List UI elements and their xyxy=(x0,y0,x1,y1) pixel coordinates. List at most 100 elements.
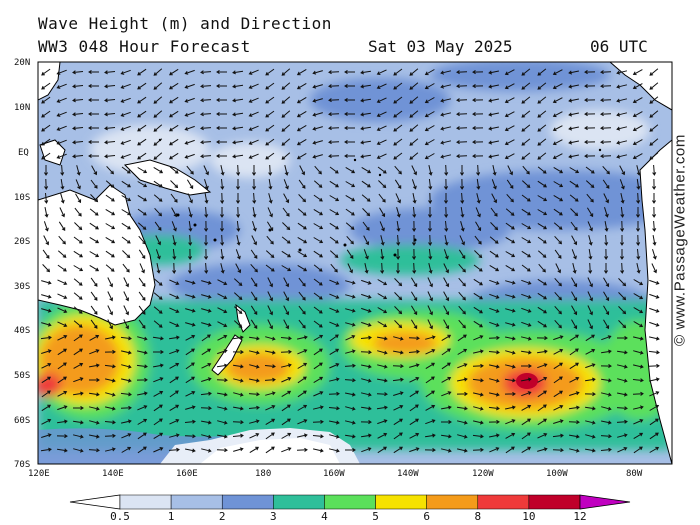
direction-arrow xyxy=(313,306,323,314)
direction-arrow xyxy=(571,319,578,330)
direction-arrow xyxy=(72,98,84,103)
direction-arrow xyxy=(377,321,388,328)
direction-arrow xyxy=(107,291,113,302)
direction-arrow xyxy=(200,154,212,159)
direction-arrow xyxy=(41,138,51,146)
direction-arrow xyxy=(620,220,625,232)
direction-arrow xyxy=(169,96,179,104)
colorbar-segment xyxy=(221,494,274,510)
direction-arrow xyxy=(89,222,99,230)
direction-arrow xyxy=(41,418,52,425)
direction-arrow xyxy=(57,348,67,356)
direction-arrow xyxy=(632,405,644,410)
direction-arrow xyxy=(153,96,163,104)
direction-arrow xyxy=(236,220,241,232)
direction-arrow xyxy=(456,84,468,89)
direction-arrow xyxy=(393,152,403,160)
direction-arrow xyxy=(89,251,100,258)
direction-arrow xyxy=(505,294,516,299)
direction-arrow xyxy=(360,98,371,103)
direction-arrow xyxy=(505,308,516,313)
direction-arrow xyxy=(220,164,225,176)
direction-arrow xyxy=(569,391,580,396)
direction-arrow xyxy=(184,139,195,145)
direction-arrow xyxy=(521,208,531,216)
direction-arrow xyxy=(89,208,99,216)
direction-arrow xyxy=(393,432,403,440)
direction-arrow xyxy=(169,82,179,90)
direction-arrow xyxy=(393,68,403,76)
lat-label: EQ xyxy=(18,148,29,158)
direction-arrow xyxy=(265,418,276,426)
direction-arrow xyxy=(425,404,436,411)
direction-arrow xyxy=(233,378,244,383)
direction-arrow xyxy=(651,193,657,204)
direction-arrow xyxy=(537,250,547,258)
direction-arrow xyxy=(296,138,307,146)
direction-arrow xyxy=(489,433,500,438)
direction-arrow xyxy=(250,305,258,315)
direction-arrow xyxy=(441,419,452,425)
direction-arrow xyxy=(587,319,593,330)
direction-arrow xyxy=(409,68,419,76)
direction-arrow xyxy=(489,279,500,285)
direction-arrow xyxy=(137,96,147,104)
direction-arrow xyxy=(74,222,83,231)
direction-arrow xyxy=(104,406,116,411)
direction-arrow xyxy=(393,124,403,132)
direction-arrow xyxy=(121,446,132,453)
direction-arrow xyxy=(505,350,516,355)
direction-arrow xyxy=(217,321,228,328)
direction-arrow xyxy=(600,447,612,452)
direction-arrow xyxy=(444,164,449,176)
colorbar-label: 6 xyxy=(423,510,430,523)
direction-arrow xyxy=(201,294,212,299)
lon-label: 80W xyxy=(626,469,643,479)
direction-arrow xyxy=(265,138,275,146)
direction-arrow xyxy=(584,125,596,131)
direction-arrow xyxy=(396,207,401,218)
direction-arrow xyxy=(137,208,147,216)
direction-arrow xyxy=(185,405,196,410)
direction-arrow xyxy=(361,364,372,369)
direction-arrow xyxy=(232,70,244,75)
direction-arrow xyxy=(153,68,163,76)
direction-arrow xyxy=(377,432,388,439)
direction-arrow xyxy=(506,179,514,189)
direction-arrow xyxy=(457,363,468,369)
direction-arrow xyxy=(361,194,371,202)
direction-arrow xyxy=(552,153,563,160)
direction-arrow xyxy=(297,349,308,355)
direction-arrow xyxy=(265,68,275,76)
direction-arrow xyxy=(635,221,641,232)
direction-arrow xyxy=(428,262,433,274)
direction-arrow xyxy=(90,194,99,203)
direction-arrow xyxy=(57,264,67,272)
direction-arrow xyxy=(104,70,116,75)
direction-arrow xyxy=(268,164,273,176)
direction-arrow xyxy=(41,404,51,412)
direction-arrow xyxy=(488,406,500,411)
map-title: Wave Height (m) and Direction xyxy=(38,14,332,33)
direction-arrow xyxy=(169,404,180,412)
direction-arrow xyxy=(377,446,387,454)
direction-arrow xyxy=(58,221,66,231)
direction-arrow xyxy=(123,319,129,330)
direction-arrow xyxy=(250,277,258,287)
direction-arrow xyxy=(40,447,52,452)
direction-arrow xyxy=(553,335,564,341)
direction-arrow xyxy=(472,349,484,354)
direction-arrow xyxy=(328,70,340,75)
direction-arrow xyxy=(88,83,99,89)
direction-arrow xyxy=(491,193,498,204)
direction-arrow xyxy=(473,320,483,328)
direction-arrow xyxy=(72,434,84,439)
direction-arrow xyxy=(537,418,547,426)
direction-arrow xyxy=(553,166,564,174)
direction-arrow xyxy=(459,178,465,190)
direction-arrow xyxy=(75,193,82,204)
direction-arrow xyxy=(73,362,84,369)
direction-arrow xyxy=(169,390,179,398)
direction-arrow xyxy=(392,377,404,382)
direction-arrow xyxy=(344,139,355,145)
